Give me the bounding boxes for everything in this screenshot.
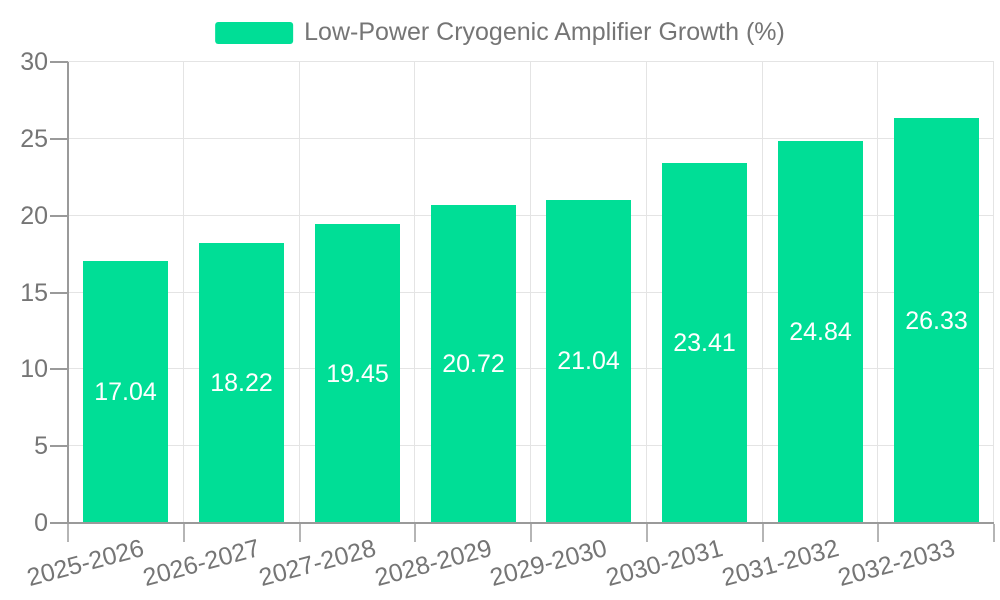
x-axis-tick (530, 524, 532, 542)
x-axis-tick (877, 524, 880, 542)
bar-value-label: 18.22 (210, 369, 273, 397)
v-gridline (645, 62, 647, 523)
y-axis-tick (50, 137, 68, 140)
legend: Low-Power Cryogenic Amplifier Growth (%) (215, 18, 785, 47)
x-axis-tick (182, 524, 185, 542)
bar-2032-2033[interactable] (894, 118, 979, 523)
y-axis-line (67, 62, 69, 523)
bar-value-label: 17.04 (94, 378, 157, 406)
y-axis-tick (50, 368, 68, 371)
v-gridline (182, 62, 184, 523)
h-gridline (68, 214, 994, 216)
bar-value-label: 20.72 (442, 350, 505, 378)
bar-2026-2027[interactable] (199, 243, 284, 523)
v-gridline (877, 62, 879, 523)
y-axis-tick (50, 291, 68, 294)
bar-2030-2031[interactable] (662, 163, 747, 523)
x-axis-tick (645, 524, 648, 542)
legend-item[interactable]: Low-Power Cryogenic Amplifier Growth (%) (215, 18, 785, 47)
legend-swatch-icon (215, 21, 294, 44)
x-category-label: 2028-2029 (371, 534, 495, 592)
bar-value-label: 21.04 (557, 347, 620, 375)
y-axis-tick (50, 214, 68, 217)
x-axis-tick (298, 524, 301, 542)
y-tick-label: 30 (20, 48, 48, 76)
h-gridline (68, 291, 994, 293)
bar-2031-2032[interactable] (778, 141, 863, 523)
v-gridline (993, 62, 994, 523)
y-tick-label: 15 (20, 278, 48, 307)
bar-2027-2028[interactable] (315, 224, 400, 523)
x-axis-tick (761, 524, 764, 542)
y-tick-label: 5 (34, 432, 48, 461)
y-axis-tick (50, 445, 68, 448)
x-category-label: 2029-2030 (487, 534, 611, 592)
bar-value-label: 26.33 (905, 307, 968, 335)
x-category-label: 2026-2027 (140, 534, 263, 592)
y-tick-label: 0 (34, 509, 48, 537)
h-gridline (68, 137, 994, 139)
v-gridline (298, 62, 300, 523)
bar-2028-2029[interactable] (431, 204, 516, 523)
x-axis-tick (993, 524, 995, 542)
y-axis-tick (50, 522, 68, 524)
x-category-label: 2032-2033 (834, 534, 958, 592)
h-gridline (68, 368, 994, 370)
y-tick-label: 20 (20, 201, 48, 230)
y-axis-tick (50, 61, 68, 63)
x-category-label: 2025-2026 (24, 534, 148, 592)
bar-value-label: 19.45 (326, 360, 389, 388)
y-tick-label: 10 (20, 355, 48, 384)
h-gridline (68, 445, 994, 447)
v-gridline (761, 62, 763, 523)
h-gridline (68, 61, 994, 62)
x-category-label: 2030-2031 (603, 534, 726, 592)
x-axis-tick (67, 524, 69, 542)
bar-2025-2026[interactable] (83, 261, 168, 523)
bar-value-label: 24.84 (789, 318, 852, 346)
v-gridline (530, 62, 531, 523)
x-category-label: 2031-2032 (718, 534, 842, 592)
bar-value-label: 23.41 (673, 329, 736, 357)
y-tick-label: 25 (20, 124, 48, 153)
bar-2029-2030[interactable] (546, 199, 631, 523)
x-category-label: 2027-2028 (255, 534, 379, 592)
legend-label: Low-Power Cryogenic Amplifier Growth (%) (304, 18, 785, 46)
x-axis-line (68, 522, 994, 524)
v-gridline (414, 62, 416, 523)
x-axis-tick (414, 524, 417, 542)
